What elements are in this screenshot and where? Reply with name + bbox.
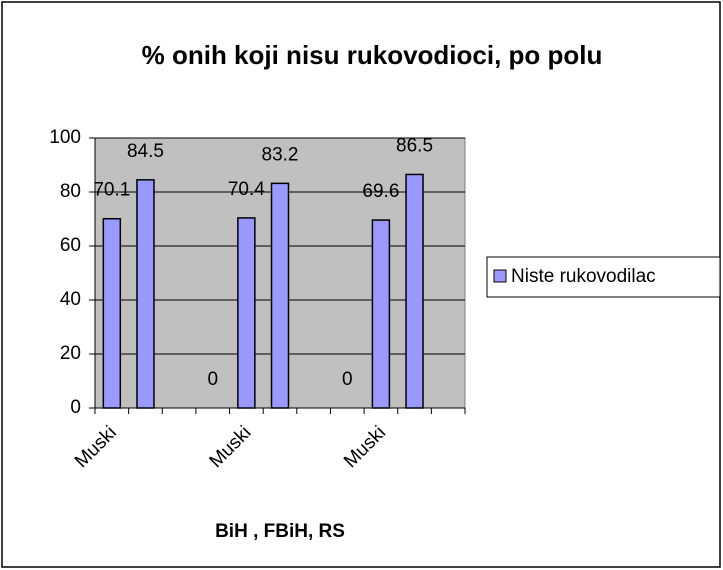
data-label: 0 bbox=[342, 369, 353, 390]
y-tick-label: 80 bbox=[60, 181, 81, 202]
bar bbox=[136, 179, 155, 409]
bar bbox=[371, 219, 391, 409]
bar bbox=[102, 217, 122, 409]
data-label: 84.5 bbox=[127, 141, 164, 162]
y-tick-label: 40 bbox=[60, 289, 81, 310]
data-label: 86.5 bbox=[396, 135, 433, 156]
legend-label: Niste rukovodilac bbox=[511, 266, 656, 287]
data-label: 70.4 bbox=[228, 179, 265, 200]
y-tick-label: 100 bbox=[49, 127, 81, 148]
x-axis-title: BiH , FBiH, RS bbox=[215, 521, 345, 542]
y-tick-label: 20 bbox=[60, 343, 81, 364]
bar bbox=[270, 182, 290, 409]
bar bbox=[405, 173, 424, 409]
legend-box bbox=[486, 256, 721, 298]
data-label: 69.6 bbox=[362, 181, 399, 202]
y-tick-label: 0 bbox=[70, 397, 81, 418]
data-label: 0 bbox=[207, 369, 218, 390]
legend-swatch bbox=[493, 269, 507, 283]
chart-title: % onih koji nisu rukovodioci, po polu bbox=[142, 40, 603, 70]
data-label: 83.2 bbox=[262, 144, 299, 165]
y-tick-label: 60 bbox=[60, 235, 81, 256]
data-label: 70.1 bbox=[93, 180, 130, 201]
bar bbox=[237, 217, 256, 409]
